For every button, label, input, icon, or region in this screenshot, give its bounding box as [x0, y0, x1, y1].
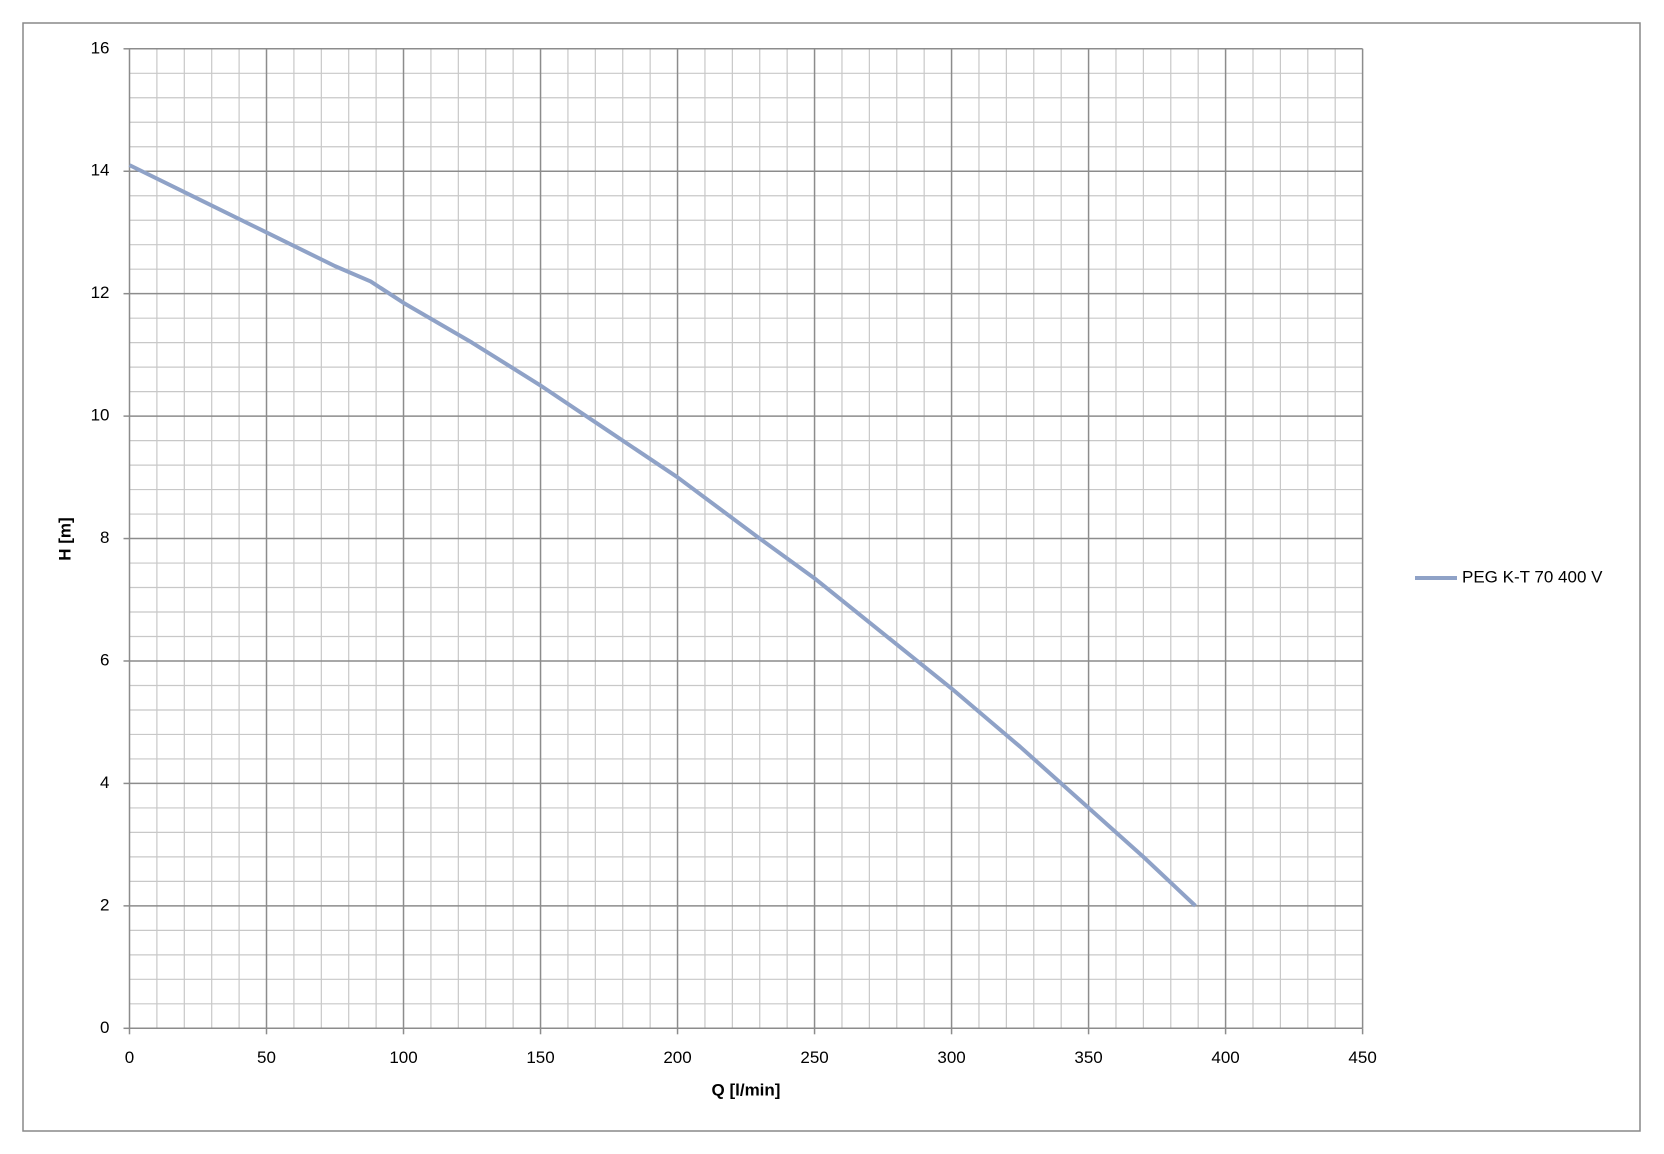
y-tick-label: 2: [100, 895, 109, 914]
x-axis-label: Q [l/min]: [712, 1080, 781, 1099]
y-tick-label: 14: [91, 161, 110, 180]
series-line: [128, 163, 1197, 908]
y-tick-label: 8: [100, 528, 109, 547]
chart-border: [22, 22, 1641, 1132]
x-tick-label: 400: [1211, 1048, 1239, 1067]
y-tick-label: 10: [91, 406, 110, 425]
x-tick-label: 450: [1348, 1048, 1376, 1067]
legend-label: PEG K-T 70 400 V: [1462, 567, 1603, 586]
x-tick-label: 150: [526, 1048, 554, 1067]
x-tick-label: 350: [1074, 1048, 1102, 1067]
x-tick-label: 250: [800, 1048, 828, 1067]
x-tick-label: 0: [125, 1048, 134, 1067]
x-tick-label: 300: [937, 1048, 965, 1067]
y-tick-label: 16: [91, 38, 110, 57]
x-tick-label: 100: [389, 1048, 417, 1067]
y-tick-label: 0: [100, 1018, 109, 1037]
y-tick-label: 12: [91, 283, 110, 302]
x-tick-label: 200: [663, 1048, 691, 1067]
y-axis-label: H [m]: [55, 517, 74, 560]
x-tick-label: 50: [257, 1048, 276, 1067]
y-tick-label: 6: [100, 650, 109, 669]
y-tick-label: 4: [100, 773, 109, 792]
